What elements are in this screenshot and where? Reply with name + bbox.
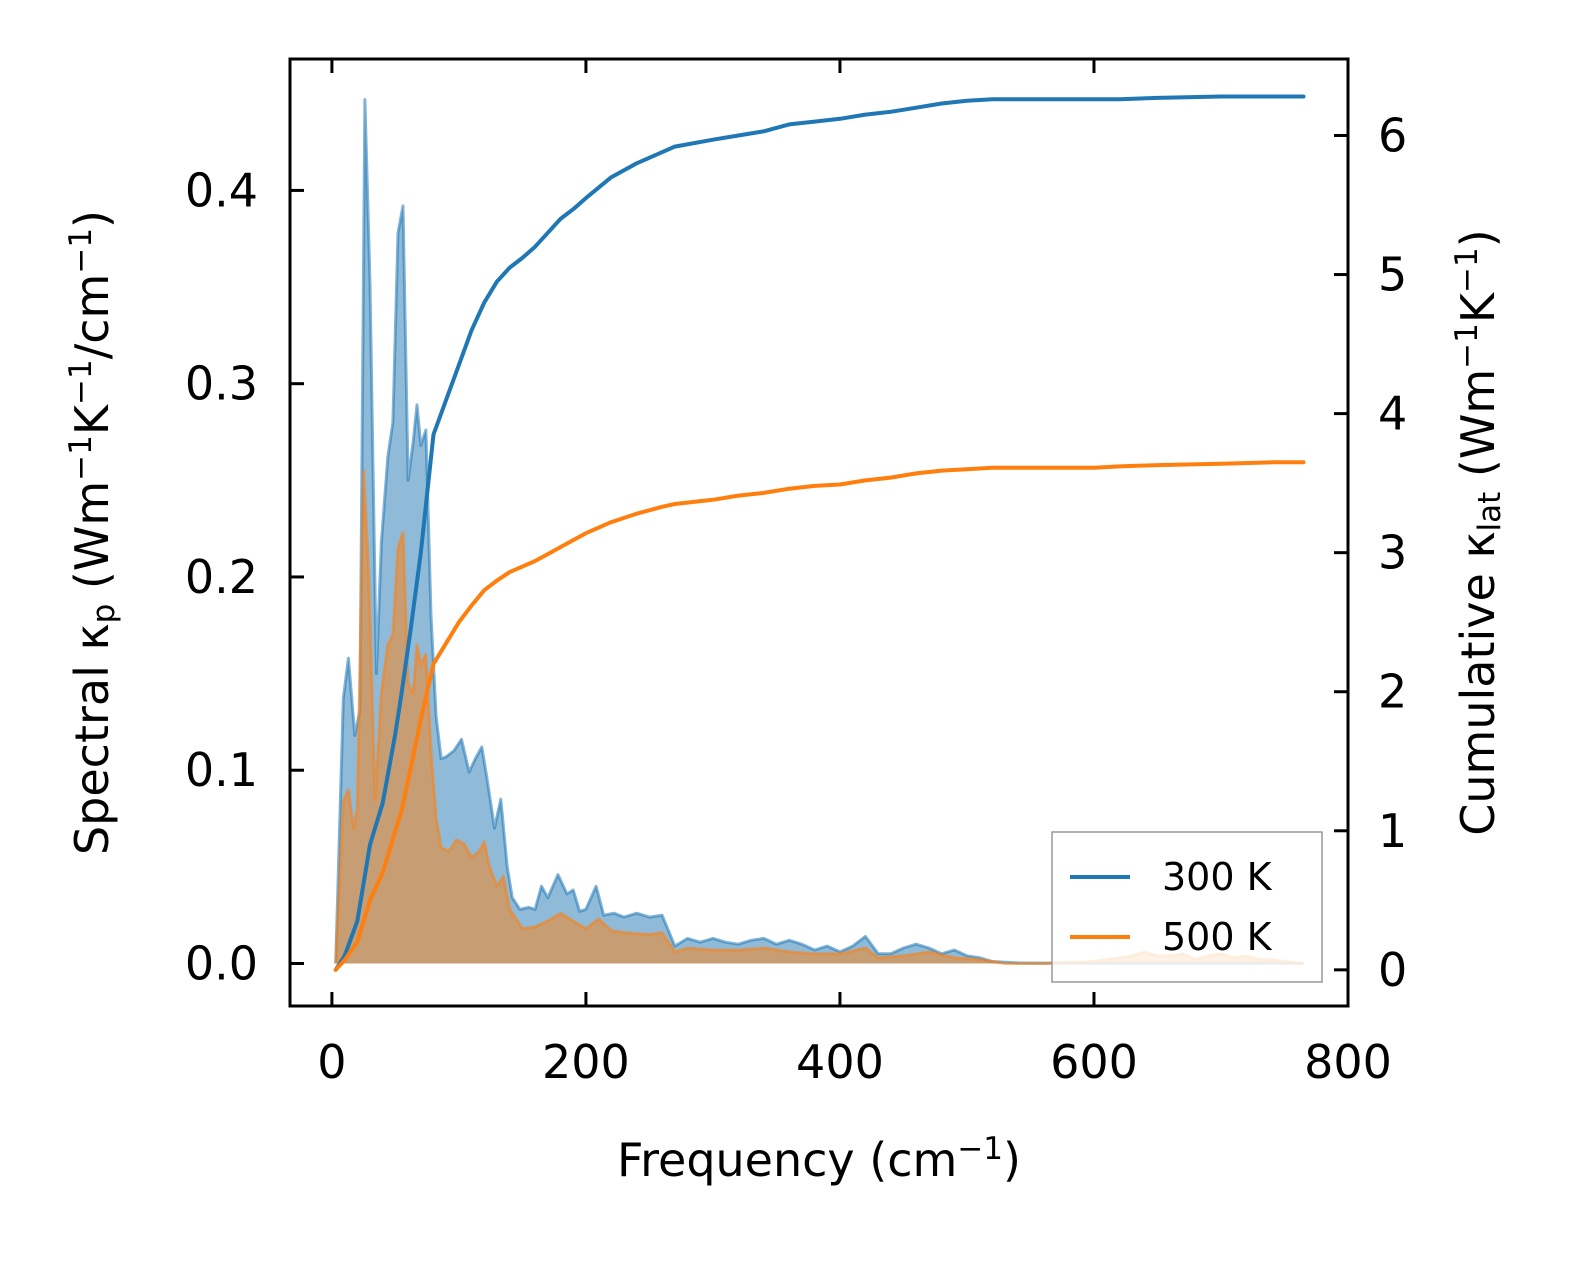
legend-label: 300 K bbox=[1162, 855, 1273, 899]
legend-box bbox=[1051, 831, 1323, 983]
y-right-tick-label: 1 bbox=[1378, 804, 1407, 858]
x-tick-label: 0 bbox=[317, 1035, 346, 1089]
y-left-axis-title: Spectral κp (Wm−1K−1/cm−1) bbox=[63, 210, 122, 855]
cumulative-line-500k bbox=[333, 460, 1306, 972]
x-tick-label: 600 bbox=[1050, 1035, 1138, 1089]
cumulative-line-300k bbox=[333, 94, 1306, 972]
y-left-tick-label: 0.2 bbox=[185, 550, 258, 604]
y-right-tick-label: 0 bbox=[1378, 943, 1407, 997]
x-tick-label: 400 bbox=[796, 1035, 884, 1089]
y-right-tick-label: 4 bbox=[1378, 387, 1407, 441]
y-right-tick-label: 6 bbox=[1378, 108, 1407, 162]
y-right-tick-label: 3 bbox=[1378, 526, 1407, 580]
y-right-axis-title: Cumulative κlat (Wm−1K−1) bbox=[1449, 229, 1508, 835]
y-left-tick-label: 0.4 bbox=[185, 163, 258, 217]
y-left-tick-label: 0.3 bbox=[185, 357, 258, 411]
x-tick-label: 800 bbox=[1304, 1035, 1392, 1089]
spectral-fill-500k bbox=[335, 470, 1304, 964]
legend: 300 K 500 K bbox=[1051, 831, 1323, 983]
y-right-tick-label: 5 bbox=[1378, 248, 1407, 302]
legend-label: 500 K bbox=[1162, 915, 1273, 959]
spectral-line-300k bbox=[334, 98, 1304, 965]
y-left-tick-label: 0.1 bbox=[185, 743, 258, 797]
y-right-tick-label: 2 bbox=[1378, 665, 1407, 719]
axes: 0 200 400 600 800 0.0 0.1 0.2 0.3 0.4 0 1 2 3 4 5 6 bbox=[185, 57, 1407, 1089]
axis-titles: Frequency (cm−1) Spectral κp (Wm−1K−1/cm−… bbox=[63, 210, 1508, 1187]
x-axis-title: Frequency (cm−1) bbox=[617, 1131, 1021, 1187]
y-left-tick-label: 0.0 bbox=[185, 936, 258, 990]
x-tick-label: 200 bbox=[542, 1035, 630, 1089]
plot-frame bbox=[288, 57, 1350, 1008]
